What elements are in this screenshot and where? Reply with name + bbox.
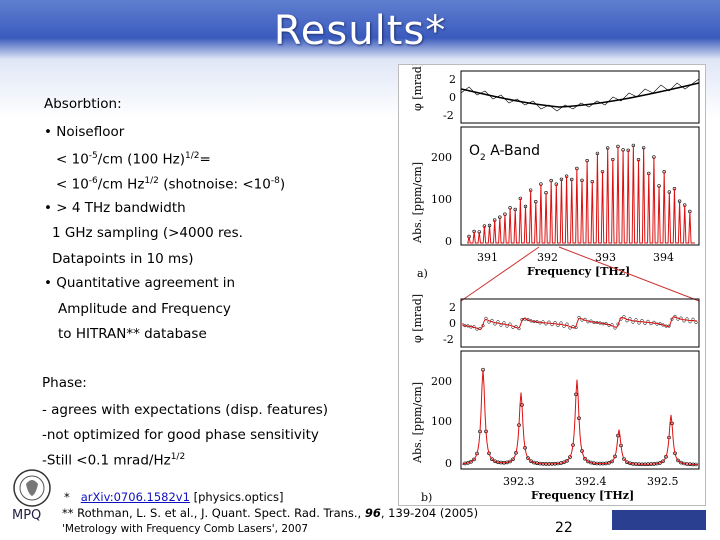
bottom-phi-label: φ [mrad] <box>411 294 424 343</box>
bottom-phi-tick-m2: -2 <box>443 333 454 346</box>
top-phi-frame <box>460 70 700 124</box>
quantitative-bullet: • Quantitative agreement in <box>44 275 236 291</box>
bottom-phi-marker <box>694 320 698 324</box>
top-x-tick-391: 391 <box>477 251 498 264</box>
bottom-abs-tick-200: 200 <box>431 375 452 388</box>
arxiv-link[interactable]: arXiv:0706.1582v1 <box>80 490 190 504</box>
absorption-heading: Absorbtion: <box>44 96 122 112</box>
bottom-phi-marker <box>667 324 671 328</box>
top-abs-tick-0: 0 <box>445 235 452 248</box>
bottom-phi-tick-0: 0 <box>449 317 456 330</box>
bottom-x-tick-392-3: 392.3 <box>503 475 535 488</box>
bottom-abs-frame <box>460 350 700 470</box>
top-phi-label: φ [mrad] <box>411 65 424 111</box>
top-xlabel: Frequency [THz] <box>527 265 630 278</box>
top-phi-tick-2: 2 <box>449 73 456 86</box>
sampling-line: 1 GHz sampling (>4000 res. <box>52 225 243 241</box>
bottom-peak-marker <box>676 458 680 463</box>
bottom-peak-marker <box>526 456 530 460</box>
bottom-phi-trace <box>462 314 698 331</box>
footnote-rothman: ** Rothman, L. S. et al., J. Quant. Spec… <box>62 506 479 520</box>
spectrum-svg: φ [mrad] 2 0 -2 Abs. [ppm/cm] 200 100 0 … <box>411 65 700 504</box>
phase-line-3: -Still <0.1 mrad/Hz1/2 <box>42 452 186 469</box>
bottom-peak-marker <box>610 459 614 464</box>
bottom-phi-marker <box>673 314 677 318</box>
bottom-peak-marker <box>472 457 476 462</box>
bandwidth-bullet: • > 4 THz bandwidth <box>44 200 186 216</box>
top-panel-label: a) <box>417 267 428 280</box>
bottom-abs-tick-0: 0 <box>445 457 452 470</box>
top-peak-line <box>467 145 695 244</box>
top-phi-trace <box>460 82 700 108</box>
datapoints-line: Datapoints in 10 ms) <box>52 251 194 267</box>
phase-line-2: -not optimized for good phase sensitivit… <box>42 427 319 443</box>
bottom-phi-tick-2: 2 <box>449 301 456 314</box>
zoom-line-right <box>558 246 700 302</box>
bottom-peak-marker <box>529 459 533 464</box>
amplitude-line: Amplitude and Frequency <box>58 301 231 317</box>
top-phi-tick-m2: -2 <box>443 109 454 122</box>
footnote-metrology: 'Metrology with Frequency Comb Lasers', … <box>62 523 309 535</box>
bottom-x-tick-392-5: 392.5 <box>647 475 679 488</box>
bottom-peak-marker <box>493 459 497 464</box>
slide-title: Results* <box>273 8 447 54</box>
bottom-xlabel: Frequency [THz] <box>531 489 634 502</box>
bottom-phi-frame <box>460 298 700 348</box>
bottom-peak-marker <box>661 459 665 464</box>
logo-text: MPQ <box>12 508 42 523</box>
mpq-logo: MPQ <box>10 466 54 528</box>
vu-amsterdam-logo <box>612 510 706 530</box>
bottom-x-tick-392-4: 392.4 <box>575 475 607 488</box>
bottom-peak-marker <box>622 457 626 461</box>
band-label: O2 A-Band <box>469 143 540 163</box>
bottom-peak-marker <box>508 459 512 464</box>
bottom-peak-marker <box>511 457 515 462</box>
top-abs-frame <box>460 126 700 246</box>
noisefloor-bullet: • Noisefloor <box>44 124 125 140</box>
phase-heading: Phase: <box>42 375 87 391</box>
top-phi-tick-0: 0 <box>449 91 456 104</box>
top-phi-noise <box>460 78 700 112</box>
top-x-tick-394: 394 <box>653 251 674 264</box>
phase-line-1: - agrees with expectations (disp. featur… <box>42 402 329 418</box>
zoom-line-left <box>460 246 540 302</box>
bottom-peak-marker <box>469 459 473 464</box>
top-abs-label: Abs. [ppm/cm] <box>411 162 424 244</box>
bottom-peak-marker <box>565 458 569 463</box>
bottom-abs-label: Abs. [ppm/cm] <box>411 382 424 464</box>
bottom-peak-marker <box>625 460 629 465</box>
top-x-tick-392: 392 <box>537 251 558 264</box>
bottom-peak-marker <box>586 459 590 464</box>
top-abs-tick-100: 100 <box>431 193 452 206</box>
bottom-peak-marker <box>583 456 587 461</box>
top-abs-tick-200: 200 <box>431 151 452 164</box>
top-absorption-peaks <box>467 143 695 244</box>
bottom-peak-marker <box>490 457 494 462</box>
page-number: 22 <box>555 520 573 536</box>
footnote-arxiv: * arXiv:0706.1582v1 [physics.optics] <box>64 490 284 504</box>
bottom-peak-marker <box>568 455 572 459</box>
noisefloor-line-2: < 10-6/cm Hz1/2 (shotnoise: <10-8) <box>56 176 286 193</box>
bottom-phi-line <box>462 316 697 330</box>
bottom-absorption-peaks <box>462 367 698 467</box>
bottom-abs-tick-100: 100 <box>431 415 452 428</box>
noisefloor-line-1: < 10-5/cm (100 Hz)1/2= <box>56 151 211 168</box>
bottom-peak-line <box>462 369 698 466</box>
top-x-tick-393: 393 <box>595 251 616 264</box>
spectrum-figure: φ [mrad] 2 0 -2 Abs. [ppm/cm] 200 100 0 … <box>398 64 706 506</box>
bottom-panel-label: b) <box>421 491 432 504</box>
hitran-line: to HITRAN** database <box>58 326 207 342</box>
